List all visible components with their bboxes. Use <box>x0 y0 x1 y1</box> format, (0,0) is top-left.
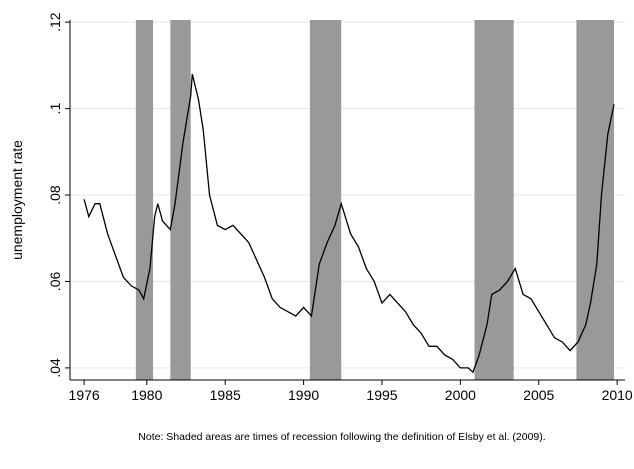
y-tick-label: .1 <box>47 103 63 115</box>
recession-band <box>576 20 615 380</box>
y-axis-label: unemployment rate <box>9 140 25 260</box>
recession-band <box>474 20 514 380</box>
x-tick-label: 1980 <box>131 387 162 403</box>
y-tick-label: .04 <box>47 358 63 378</box>
data-line <box>83 73 615 374</box>
recession-band <box>309 20 342 380</box>
x-tick-label: 2010 <box>602 387 633 403</box>
recession-band <box>135 20 154 380</box>
y-tick-label: .06 <box>47 272 63 292</box>
x-tick-label: 1995 <box>366 387 397 403</box>
x-tick-label: 1990 <box>288 387 319 403</box>
x-tick-label: 2005 <box>523 387 554 403</box>
recession-band <box>170 20 191 380</box>
note: Note: Shaded areas are times of recessio… <box>138 431 545 443</box>
y-tick-label: .08 <box>47 185 63 205</box>
x-tick-label: 1985 <box>210 387 241 403</box>
x-tick-label: 2000 <box>445 387 476 403</box>
y-tick-label: .12 <box>47 12 63 32</box>
x-tick-label: 1976 <box>69 387 100 403</box>
